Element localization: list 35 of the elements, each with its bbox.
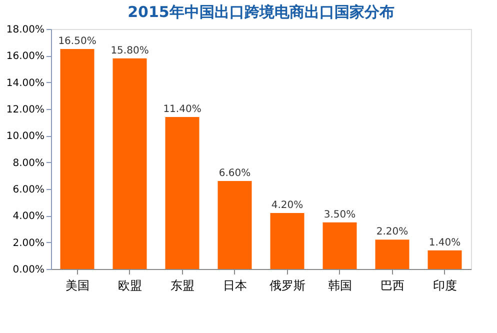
data-label: 1.40% [428,237,461,248]
bar [322,222,357,269]
y-tick-label: 2.00% [12,238,44,249]
x-tick-label: 美国 [65,278,90,292]
x-tick-label: 俄罗斯 [269,278,306,292]
bar [165,117,200,269]
x-tick-label: 巴西 [380,278,404,292]
data-label: 3.50% [324,209,356,220]
bar [428,250,462,269]
y-tick-label: 12.00% [6,104,44,116]
bar [218,181,252,269]
bar [270,213,304,269]
y-tick-label: 14.00% [6,78,44,89]
x-tick-label: 韩国 [328,278,352,292]
bar [375,240,410,269]
data-label: 2.20% [376,226,408,238]
y-tick-label: 16.00% [6,51,44,62]
x-tick-label: 欧盟 [118,278,142,292]
data-label: 4.20% [271,200,304,211]
y-tick-label: 10.00% [6,131,44,142]
y-tick-label: 6.00% [12,184,44,196]
y-tick-label: 4.00% [12,211,44,222]
data-label: 11.40% [163,104,202,115]
y-tick-label: 0.00% [12,264,44,276]
y-tick-label: 18.00% [6,24,44,36]
bar [60,49,94,269]
x-tick-label: 日本 [222,278,247,292]
x-tick-label: 东盟 [170,278,194,292]
data-label: 16.50% [58,36,96,47]
y-tick-label: 8.00% [12,158,44,169]
data-label: 6.60% [218,168,251,179]
bar [112,58,147,269]
x-tick-label: 印度 [432,278,457,292]
data-label: 15.80% [110,45,149,56]
chart-title: 2015年中国出口跨境电商出口国家分布 [128,3,394,21]
